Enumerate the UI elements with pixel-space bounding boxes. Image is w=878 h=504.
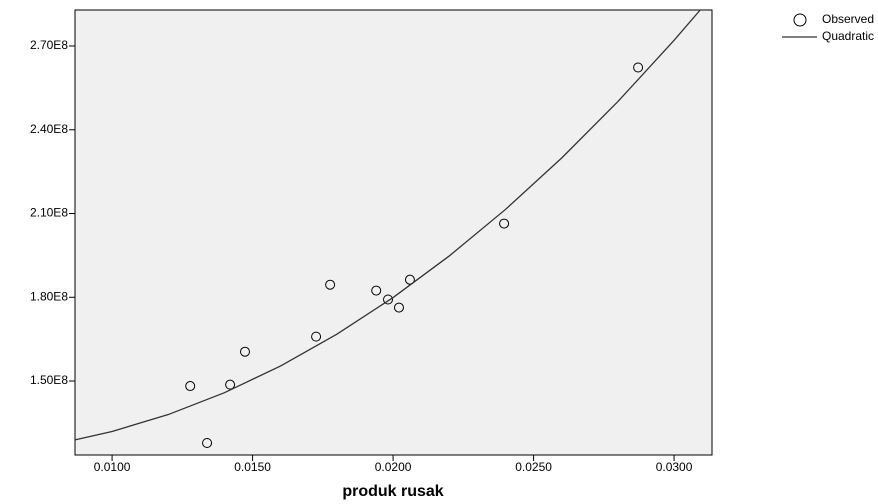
x-tick-label: 0.0200: [375, 460, 412, 474]
y-tick-label: 2.10E8: [30, 206, 68, 220]
x-tick-label: 0.0250: [515, 460, 552, 474]
x-axis-label: produk rusak: [342, 483, 443, 500]
y-tick-label: 1.50E8: [30, 373, 68, 387]
legend-label: Quadratic: [822, 29, 874, 43]
data-point: [383, 294, 394, 305]
y-tick-label: 2.40E8: [30, 122, 68, 136]
x-tick-label: 0.0100: [94, 460, 131, 474]
plot-area: [74, 9, 713, 456]
data-point: [633, 62, 644, 73]
fit-line: [74, 9, 701, 441]
data-point: [202, 437, 213, 448]
data-point: [225, 379, 236, 390]
legend-label: Observed: [822, 12, 874, 26]
data-point: [185, 381, 196, 392]
data-point: [311, 331, 322, 342]
legend-marker: [793, 13, 807, 27]
data-point: [371, 285, 382, 296]
y-tick-label: 2.70E8: [30, 38, 68, 52]
data-point: [393, 302, 404, 313]
data-point: [325, 279, 336, 290]
data-point: [239, 346, 250, 357]
data-point: [499, 218, 510, 229]
data-point: [404, 274, 415, 285]
y-tick-label: 1.80E8: [30, 289, 68, 303]
x-tick-label: 0.0150: [234, 460, 271, 474]
x-tick-label: 0.0300: [656, 460, 693, 474]
